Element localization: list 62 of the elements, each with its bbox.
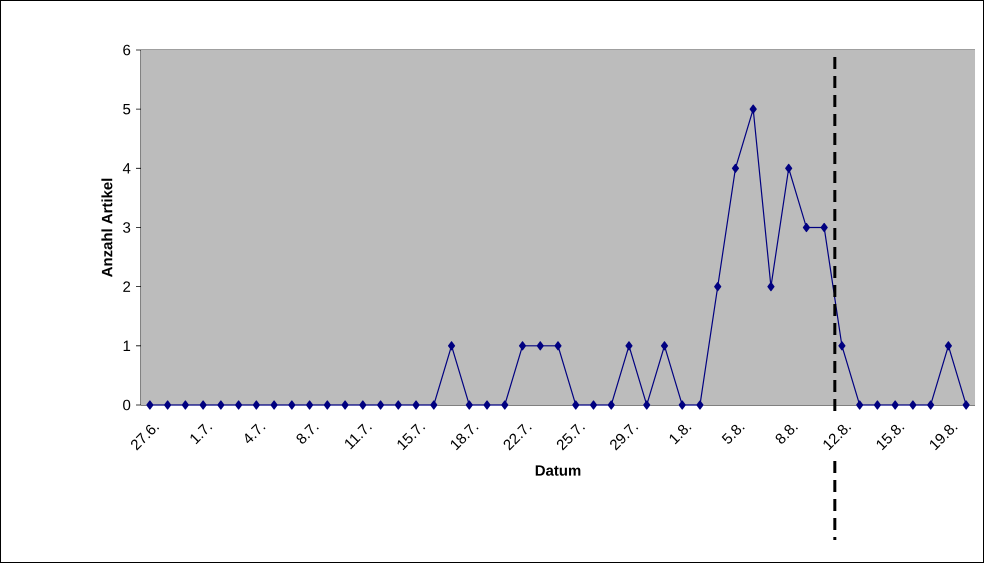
point xyxy=(572,400,580,410)
x-axis-title: Datum xyxy=(536,465,580,476)
point xyxy=(696,400,704,410)
point xyxy=(820,222,828,232)
point xyxy=(376,400,384,410)
point xyxy=(625,341,633,350)
point xyxy=(501,400,508,410)
point xyxy=(394,400,402,410)
x-tick-label: 8.7. xyxy=(296,424,319,444)
point xyxy=(643,400,650,410)
y-tick-label: 1 xyxy=(124,340,130,351)
point xyxy=(838,341,846,350)
point xyxy=(182,400,189,410)
x-tick-label: 5.8. xyxy=(722,424,745,444)
point xyxy=(448,341,456,350)
point xyxy=(252,400,260,410)
point xyxy=(962,400,970,410)
point xyxy=(909,400,917,410)
x-tick-label: 4.7. xyxy=(245,424,266,444)
point xyxy=(430,400,438,410)
point xyxy=(235,400,242,410)
point xyxy=(750,104,757,114)
point xyxy=(324,400,331,410)
point xyxy=(288,400,296,410)
point xyxy=(590,400,598,410)
x-tick-label: 8.8. xyxy=(776,424,798,444)
point xyxy=(944,341,952,350)
y-axis-title: Anzahl Artikel xyxy=(101,178,112,277)
point xyxy=(874,400,882,410)
point xyxy=(200,400,207,410)
point xyxy=(146,400,154,410)
point xyxy=(554,341,562,350)
point xyxy=(856,400,864,410)
point xyxy=(164,400,172,410)
point xyxy=(217,400,224,410)
point xyxy=(412,400,420,410)
x-tick-label: 1.8. xyxy=(670,424,692,444)
point xyxy=(660,341,668,350)
point xyxy=(767,282,775,292)
point xyxy=(732,164,740,173)
x-tick-label: 1.7. xyxy=(190,424,212,444)
point xyxy=(306,400,314,410)
point xyxy=(341,400,349,410)
point xyxy=(466,400,473,410)
y-tick-label: 2 xyxy=(123,281,130,292)
point xyxy=(892,400,899,410)
y-tick-label: 3 xyxy=(123,222,130,233)
point xyxy=(359,400,366,410)
point xyxy=(608,400,615,410)
y-tick-label: 4 xyxy=(122,163,130,174)
point xyxy=(518,341,526,350)
y-tick-label: 0 xyxy=(123,400,130,410)
point xyxy=(714,282,722,292)
y-tick-label: 6 xyxy=(123,44,130,56)
point xyxy=(678,400,686,410)
point xyxy=(785,164,792,173)
point xyxy=(536,341,544,350)
y-tick-label: 5 xyxy=(123,104,130,114)
point xyxy=(270,400,278,410)
point xyxy=(802,222,810,232)
point xyxy=(483,400,491,410)
point xyxy=(927,400,934,410)
